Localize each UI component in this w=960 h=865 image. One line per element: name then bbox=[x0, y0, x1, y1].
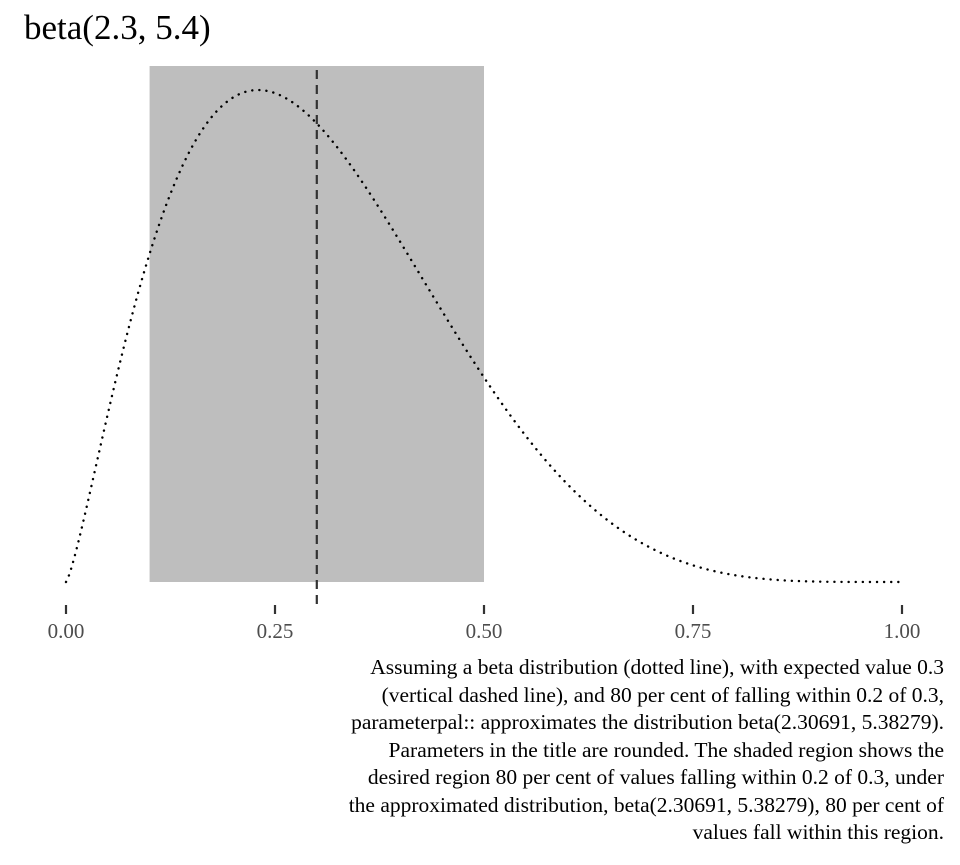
shaded-region-layer bbox=[149, 66, 484, 582]
x-axis: 0.00 0.25 0.50 0.75 1.00 bbox=[48, 605, 921, 643]
caption-line: desired region 80 per cent of values fal… bbox=[367, 765, 944, 789]
figure-caption: Assuming a beta distribution (dotted lin… bbox=[184, 654, 944, 847]
density-curve bbox=[64, 88, 904, 584]
density-curve-layer bbox=[64, 88, 904, 584]
chart-plot: 0.00 0.25 0.50 0.75 1.00 bbox=[48, 66, 921, 643]
chart-title: beta(2.3, 5.4) bbox=[24, 8, 211, 47]
caption-line: Parameters in the title are rounded. The… bbox=[388, 737, 944, 762]
shaded-region bbox=[149, 66, 484, 582]
x-tick-label: 0.25 bbox=[257, 619, 294, 643]
x-tick-label: 0.00 bbox=[48, 619, 85, 643]
x-tick-label: 0.50 bbox=[466, 619, 503, 643]
x-tick-label: 0.75 bbox=[675, 619, 712, 643]
caption-line: values fall within this region. bbox=[692, 820, 944, 844]
caption-line: Assuming a beta distribution (dotted lin… bbox=[370, 655, 944, 679]
caption-line: the approximated distribution, beta(2.30… bbox=[348, 792, 944, 817]
caption-line: parameterpal:: approximates the distribu… bbox=[351, 710, 944, 734]
caption-line: (vertical dashed line), and 80 per cent … bbox=[381, 682, 944, 707]
x-tick-label: 1.00 bbox=[884, 619, 921, 643]
